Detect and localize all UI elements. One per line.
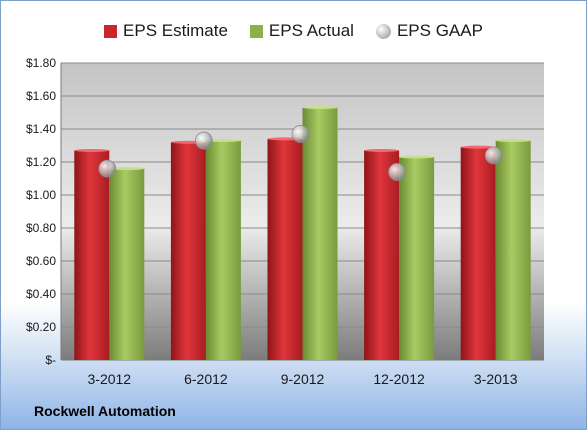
x-tick-label: 3-2013 bbox=[474, 371, 518, 387]
y-tick-label: $0.60 bbox=[26, 254, 56, 268]
x-tick-label: 9-2012 bbox=[281, 371, 325, 387]
legend-swatch-estimate bbox=[104, 24, 118, 38]
y-tick-label: $0.20 bbox=[26, 320, 56, 334]
x-tick-label: 12-2012 bbox=[373, 371, 425, 387]
y-tick-label: $0.80 bbox=[26, 221, 56, 235]
y-tick-label: $1.80 bbox=[26, 56, 56, 70]
legend-item-estimate: EPS Estimate bbox=[104, 21, 228, 41]
bar-eps-actual bbox=[302, 107, 338, 360]
legend-label-actual: EPS Actual bbox=[268, 21, 354, 40]
bar-eps-actual-top bbox=[399, 155, 435, 159]
y-tick-label: $0.40 bbox=[26, 287, 56, 301]
x-tick-label: 6-2012 bbox=[184, 371, 228, 387]
bar-eps-estimate bbox=[460, 147, 496, 360]
marker-eps-gaap bbox=[291, 125, 310, 143]
bar-eps-estimate bbox=[74, 150, 110, 360]
bar-eps-estimate bbox=[364, 150, 400, 360]
legend-label-gaap: EPS GAAP bbox=[396, 21, 483, 40]
legend-label-estimate: EPS Estimate bbox=[123, 21, 228, 40]
bar-eps-estimate bbox=[170, 142, 206, 360]
bar-eps-estimate-top bbox=[364, 148, 400, 152]
bar-eps-actual bbox=[495, 140, 531, 360]
bar-eps-actual-top bbox=[302, 106, 338, 110]
bar-eps-actual-top bbox=[109, 167, 145, 171]
y-tick-label: $- bbox=[45, 353, 56, 367]
bar-eps-actual bbox=[109, 168, 145, 360]
bar-eps-estimate bbox=[267, 138, 303, 360]
legend-swatch-actual bbox=[249, 24, 263, 38]
legend-item-gaap: EPS GAAP bbox=[375, 21, 483, 41]
bar-eps-actual-top bbox=[495, 139, 531, 143]
x-tick-label: 3-2012 bbox=[88, 371, 132, 387]
legend-item-actual: EPS Actual bbox=[249, 21, 354, 41]
bar-eps-actual bbox=[399, 157, 435, 360]
company-name: Rockwell Automation bbox=[34, 403, 176, 419]
bar-eps-estimate-top bbox=[74, 148, 110, 152]
marker-eps-gaap bbox=[194, 131, 213, 150]
y-tick-label: $1.20 bbox=[26, 155, 56, 169]
legend-swatch-gaap bbox=[375, 23, 391, 39]
marker-eps-gaap bbox=[388, 162, 407, 181]
bar-eps-actual bbox=[205, 140, 241, 360]
y-tick-label: $1.40 bbox=[26, 122, 56, 136]
bar-eps-estimate-top bbox=[460, 145, 496, 149]
marker-eps-gaap bbox=[484, 146, 503, 165]
chart-legend: EPS Estimate EPS Actual EPS GAAP bbox=[1, 18, 586, 44]
y-tick-label: $1.00 bbox=[26, 188, 56, 202]
y-tick-label: $1.60 bbox=[26, 89, 56, 103]
bar-eps-actual-top bbox=[205, 139, 241, 143]
marker-eps-gaap bbox=[98, 159, 117, 178]
